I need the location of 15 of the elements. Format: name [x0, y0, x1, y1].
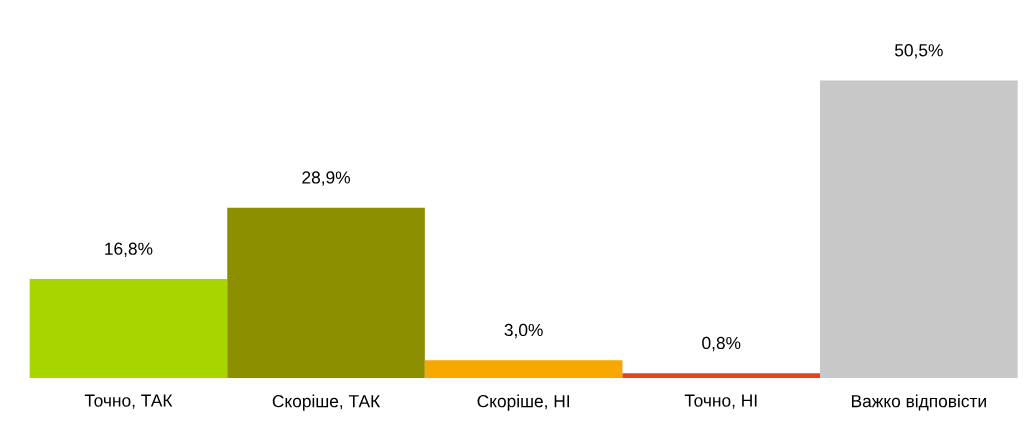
bar: [820, 80, 1018, 378]
bar: [227, 207, 425, 378]
bar: [29, 278, 228, 378]
bar: [622, 373, 821, 378]
x-tick-label: Точно, ТАК: [84, 394, 173, 409]
data-label: 0,8%: [702, 336, 741, 352]
data-label: 3,0%: [504, 323, 543, 339]
x-tick-label: Важко відповісти: [851, 394, 986, 411]
data-label: 28,9%: [302, 171, 351, 186]
x-tick-label: Скоріше, ТАК: [272, 394, 381, 411]
x-tick-label: Скоріше, НІ: [477, 394, 570, 411]
data-label: 50,5%: [894, 44, 943, 59]
bar: [424, 360, 623, 378]
x-tick-label: Точно, НІ: [684, 394, 757, 409]
data-label: 16,8%: [105, 242, 153, 257]
